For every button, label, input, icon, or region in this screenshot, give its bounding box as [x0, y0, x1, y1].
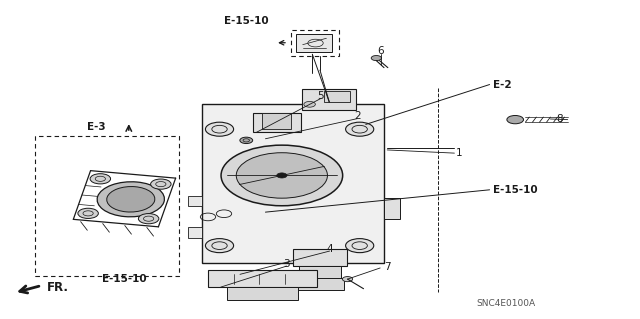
- Circle shape: [205, 122, 234, 136]
- Bar: [296, 34, 332, 52]
- Bar: [35, 136, 179, 276]
- Circle shape: [346, 122, 374, 136]
- Bar: [202, 104, 384, 263]
- Circle shape: [205, 239, 234, 253]
- Circle shape: [276, 173, 287, 178]
- Circle shape: [138, 213, 159, 224]
- Bar: [208, 270, 317, 287]
- Circle shape: [78, 208, 99, 219]
- Circle shape: [342, 277, 353, 282]
- Text: 3: 3: [284, 259, 290, 269]
- Text: 7: 7: [384, 262, 390, 272]
- Text: E-15-10: E-15-10: [102, 274, 147, 284]
- Text: 2: 2: [354, 111, 360, 122]
- Circle shape: [346, 239, 374, 253]
- Text: E-3: E-3: [87, 122, 106, 132]
- Bar: [188, 196, 202, 206]
- Text: 5: 5: [317, 91, 323, 101]
- Circle shape: [507, 115, 524, 124]
- Circle shape: [240, 137, 253, 144]
- Bar: [293, 249, 347, 266]
- Circle shape: [90, 174, 111, 184]
- Text: 4: 4: [326, 244, 333, 254]
- Ellipse shape: [97, 182, 164, 217]
- Circle shape: [304, 101, 316, 107]
- Bar: [300, 266, 341, 279]
- Bar: [384, 198, 400, 219]
- Bar: [296, 278, 344, 290]
- Text: 6: 6: [378, 46, 384, 56]
- Bar: [262, 113, 291, 129]
- Bar: [227, 287, 298, 300]
- Circle shape: [221, 145, 342, 206]
- Text: FR.: FR.: [47, 281, 68, 293]
- Bar: [291, 30, 339, 56]
- Text: SNC4E0100A: SNC4E0100A: [476, 299, 535, 308]
- Circle shape: [236, 153, 328, 198]
- Bar: [253, 113, 301, 132]
- Circle shape: [150, 179, 171, 189]
- Bar: [302, 89, 356, 110]
- Text: 1: 1: [456, 148, 463, 158]
- Text: E-15-10: E-15-10: [224, 16, 269, 26]
- Text: E-2: E-2: [493, 79, 511, 90]
- Ellipse shape: [107, 187, 155, 212]
- Circle shape: [371, 56, 381, 61]
- Text: E-15-10: E-15-10: [493, 185, 538, 195]
- Bar: [188, 227, 202, 238]
- Text: 8: 8: [557, 114, 563, 124]
- Bar: [324, 91, 350, 102]
